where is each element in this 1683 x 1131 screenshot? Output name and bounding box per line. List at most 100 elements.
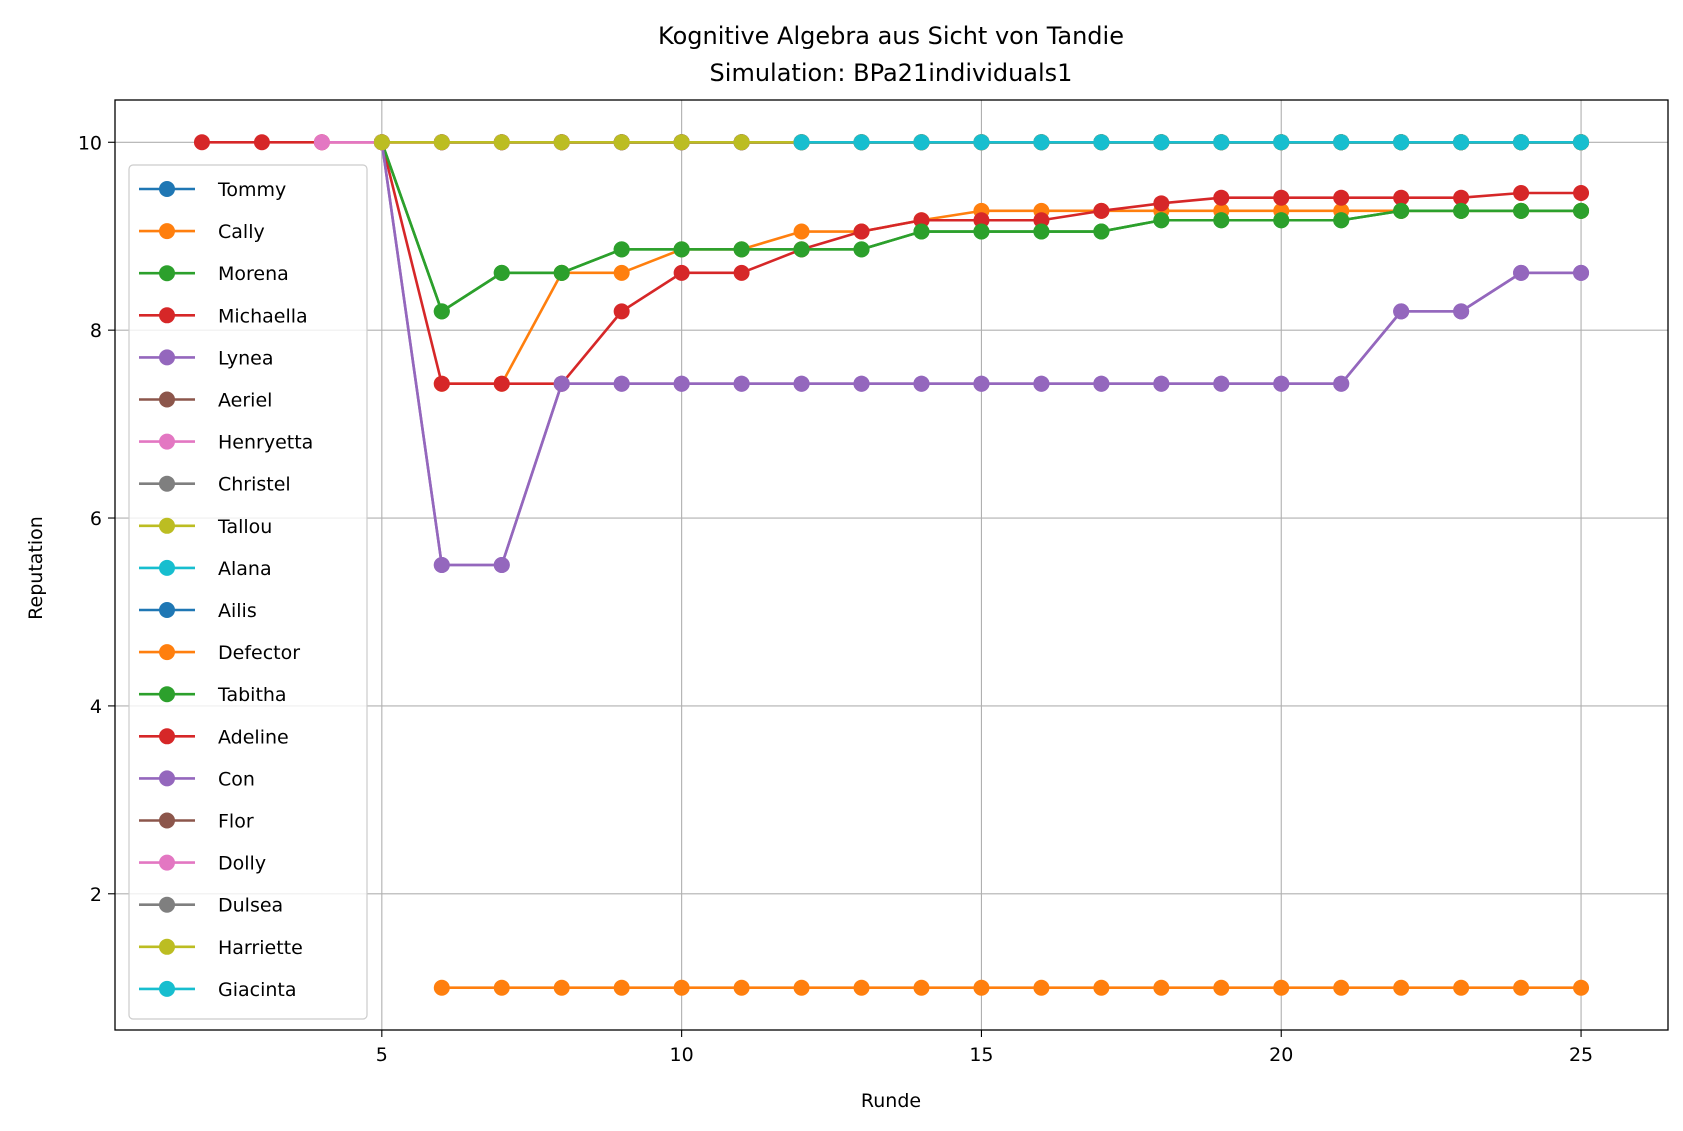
data-point bbox=[1333, 375, 1350, 392]
data-point bbox=[1033, 223, 1050, 240]
data-point bbox=[1213, 979, 1230, 996]
data-point bbox=[433, 557, 450, 573]
data-point bbox=[493, 557, 510, 573]
data-point bbox=[793, 375, 810, 392]
legend-label: Tabitha bbox=[217, 684, 287, 706]
data-point bbox=[913, 979, 930, 996]
legend-marker bbox=[159, 559, 175, 576]
legend-item: Henryetta bbox=[139, 432, 313, 454]
legend-item: Christel bbox=[139, 474, 291, 496]
data-point bbox=[1093, 979, 1110, 996]
y-tick-label: 2 bbox=[90, 884, 102, 906]
legend-marker bbox=[159, 980, 175, 997]
data-point bbox=[1273, 375, 1290, 392]
data-point bbox=[493, 134, 510, 151]
legend-marker bbox=[159, 938, 175, 955]
data-point bbox=[1453, 202, 1470, 219]
data-point bbox=[1573, 202, 1590, 219]
legend-item: Adeline bbox=[139, 726, 289, 748]
data-point bbox=[733, 264, 750, 281]
legend-marker bbox=[159, 475, 175, 492]
legend-item: Dulsea bbox=[139, 895, 283, 917]
legend-label: Tommy bbox=[217, 179, 286, 201]
data-point bbox=[913, 223, 930, 240]
data-point bbox=[913, 134, 930, 151]
series-layer bbox=[193, 134, 1590, 996]
legend-item: Con bbox=[139, 768, 255, 790]
legend-item: Aeriel bbox=[139, 390, 272, 412]
legend-label: Michaella bbox=[218, 305, 308, 327]
legend-marker bbox=[159, 307, 175, 324]
data-point bbox=[433, 375, 450, 392]
data-point bbox=[793, 134, 810, 151]
data-point bbox=[1393, 202, 1410, 219]
data-point bbox=[913, 212, 930, 229]
legend-label: Flor bbox=[218, 811, 254, 833]
data-point bbox=[973, 223, 990, 240]
data-point bbox=[973, 375, 990, 392]
x-tick-label: 20 bbox=[1269, 1044, 1293, 1066]
legend-label: Ailis bbox=[218, 600, 257, 622]
series-line bbox=[441, 209, 1582, 385]
data-point bbox=[1333, 134, 1350, 151]
data-point bbox=[1273, 134, 1290, 151]
x-tick-label: 25 bbox=[1569, 1044, 1593, 1066]
ticks: 5 10 15 20 25 2 4 6 8 10 bbox=[78, 132, 1593, 1066]
legend-item: Harriette bbox=[139, 937, 303, 959]
data-point bbox=[613, 134, 630, 151]
data-point bbox=[1573, 264, 1590, 281]
legend-label: Alana bbox=[218, 558, 272, 580]
data-point bbox=[1273, 189, 1290, 206]
data-point bbox=[433, 979, 450, 996]
legend-item: Michaella bbox=[139, 305, 308, 327]
legend-label: Con bbox=[218, 768, 255, 790]
y-tick-label: 10 bbox=[78, 132, 102, 154]
data-point bbox=[433, 134, 450, 151]
data-point bbox=[1573, 134, 1590, 151]
data-point bbox=[1273, 212, 1290, 229]
legend-marker bbox=[159, 433, 175, 450]
data-point bbox=[613, 303, 630, 320]
data-point bbox=[733, 241, 750, 258]
data-point bbox=[1393, 303, 1410, 320]
data-point bbox=[1453, 189, 1470, 206]
data-point bbox=[493, 264, 510, 281]
data-point bbox=[1213, 212, 1230, 229]
data-point bbox=[913, 375, 930, 392]
x-tick-label: 5 bbox=[376, 1044, 388, 1066]
data-point bbox=[1393, 979, 1410, 996]
data-point bbox=[793, 241, 810, 258]
legend-label: Harriette bbox=[218, 937, 303, 959]
data-point bbox=[613, 979, 630, 996]
legend-marker bbox=[159, 223, 175, 240]
data-point bbox=[973, 979, 990, 996]
series-giacinta bbox=[793, 134, 1590, 151]
legend-marker bbox=[159, 812, 175, 829]
legend-label: Aeriel bbox=[218, 390, 272, 412]
data-point bbox=[1393, 134, 1410, 151]
data-point bbox=[553, 264, 570, 281]
series-tabitha bbox=[373, 134, 1590, 320]
data-point bbox=[613, 241, 630, 258]
data-point bbox=[853, 134, 870, 151]
legend-item: Defector bbox=[139, 642, 300, 664]
data-point bbox=[1513, 134, 1530, 151]
data-point bbox=[1273, 979, 1290, 996]
data-point bbox=[673, 979, 690, 996]
data-point bbox=[1033, 979, 1050, 996]
data-point bbox=[1213, 189, 1230, 206]
legend-marker bbox=[159, 517, 175, 534]
data-point bbox=[853, 979, 870, 996]
legend-item: Lynea bbox=[139, 347, 273, 369]
data-point bbox=[673, 134, 690, 151]
legend-label: Henryetta bbox=[218, 432, 313, 454]
data-point bbox=[853, 375, 870, 392]
data-point bbox=[973, 212, 990, 229]
data-point bbox=[553, 375, 570, 392]
chart-subtitle: Simulation: BPa21individuals1 bbox=[710, 59, 1073, 87]
legend-item: Alana bbox=[139, 558, 272, 580]
data-point bbox=[1333, 979, 1350, 996]
legend-item: Tommy bbox=[139, 179, 286, 201]
data-point bbox=[1453, 134, 1470, 151]
